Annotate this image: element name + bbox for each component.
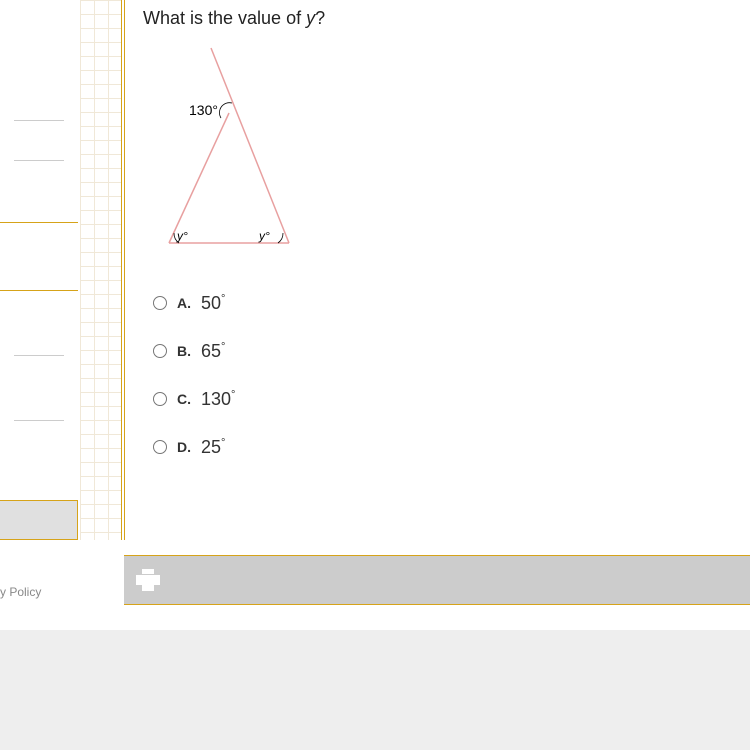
angle-label-right: y° bbox=[258, 229, 270, 243]
option-c[interactable]: C. 130° bbox=[153, 375, 750, 423]
option-letter: C. bbox=[177, 391, 195, 407]
triangle-line-left bbox=[169, 113, 229, 243]
sidebar-divider bbox=[14, 160, 64, 161]
option-value: 50° bbox=[201, 293, 225, 314]
footer-toolbar bbox=[124, 555, 750, 605]
radio-b[interactable] bbox=[153, 344, 167, 358]
option-value: 65° bbox=[201, 341, 225, 362]
angle-label-top: 130° bbox=[189, 102, 218, 118]
sidebar-divider bbox=[0, 290, 78, 291]
print-icon[interactable] bbox=[136, 569, 160, 591]
angle-arc-right bbox=[278, 233, 283, 243]
option-letter: D. bbox=[177, 439, 195, 455]
option-a[interactable]: A. 50° bbox=[153, 279, 750, 327]
sidebar-divider bbox=[14, 420, 64, 421]
question-panel: What is the value of y? 130° y° y° A. 50… bbox=[124, 0, 750, 540]
sidebar-button[interactable] bbox=[0, 500, 78, 540]
option-b[interactable]: B. 65° bbox=[153, 327, 750, 375]
radio-a[interactable] bbox=[153, 296, 167, 310]
angle-arc-top bbox=[219, 103, 232, 118]
radio-c[interactable] bbox=[153, 392, 167, 406]
sidebar-divider bbox=[14, 355, 64, 356]
option-value: 130° bbox=[201, 389, 235, 410]
triangle-line-extended bbox=[211, 48, 289, 243]
triangle-svg: 130° y° y° bbox=[149, 43, 319, 263]
angle-label-left: y° bbox=[176, 229, 188, 243]
question-prefix: What is the value of bbox=[143, 8, 306, 28]
option-d[interactable]: D. 25° bbox=[153, 423, 750, 471]
radio-d[interactable] bbox=[153, 440, 167, 454]
bottom-strip bbox=[0, 630, 750, 750]
policy-link[interactable]: y Policy bbox=[0, 585, 41, 599]
options-group: A. 50° B. 65° C. 130° D. 25° bbox=[153, 279, 750, 471]
triangle-diagram: 130° y° y° bbox=[149, 43, 319, 263]
sidebar-divider bbox=[14, 120, 64, 121]
option-letter: A. bbox=[177, 295, 195, 311]
option-value: 25° bbox=[201, 437, 225, 458]
question-text: What is the value of y? bbox=[143, 8, 750, 29]
grid-background bbox=[80, 0, 122, 540]
sidebar-divider bbox=[0, 222, 78, 223]
option-letter: B. bbox=[177, 343, 195, 359]
question-variable: y bbox=[306, 8, 315, 28]
question-suffix: ? bbox=[315, 8, 325, 28]
